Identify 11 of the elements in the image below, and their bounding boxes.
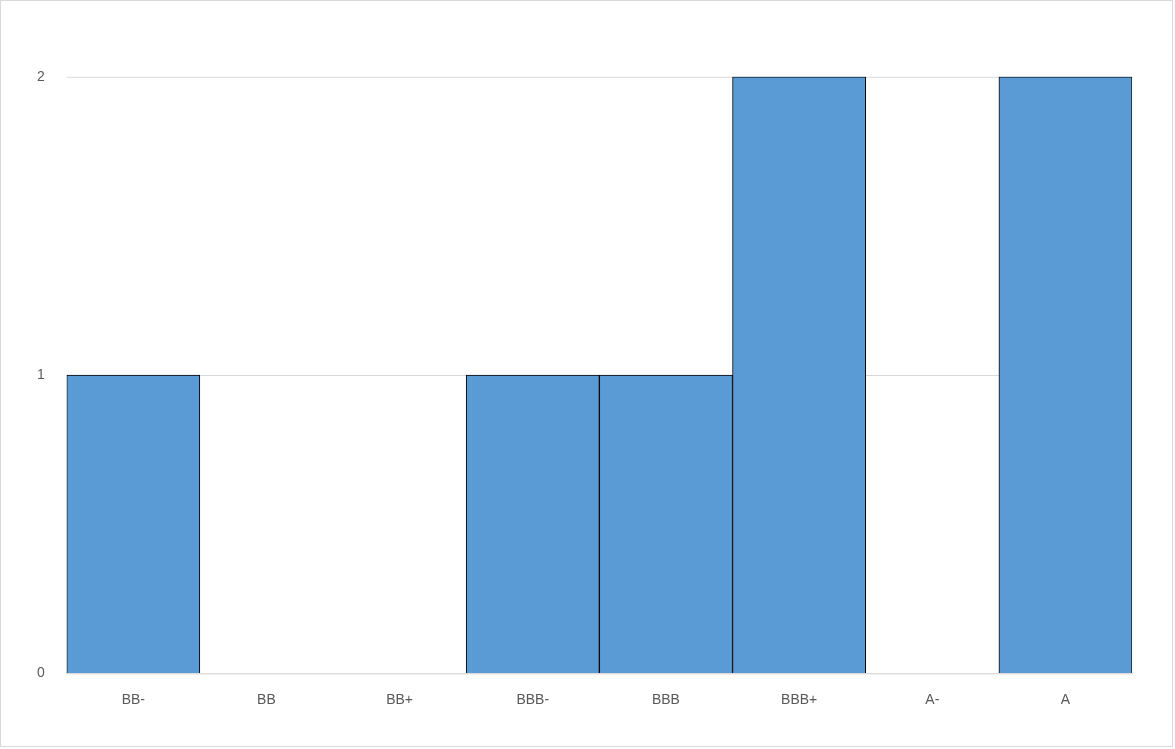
x-tick-label: BBB+ bbox=[781, 690, 818, 707]
x-tick-label: A bbox=[1060, 690, 1071, 707]
y-tick-label: 1 bbox=[36, 365, 45, 382]
x-tick-label: A- bbox=[925, 690, 940, 707]
x-tick-label: BBB- bbox=[516, 690, 550, 707]
x-tick-label: BB- bbox=[121, 690, 146, 707]
x-tick-label: BB bbox=[257, 690, 276, 707]
y-tick-label: 0 bbox=[36, 664, 45, 681]
x-tick-label: BBB bbox=[651, 690, 680, 707]
x-tick-label: BB+ bbox=[386, 690, 413, 707]
y-tick-label: 2 bbox=[36, 67, 45, 84]
